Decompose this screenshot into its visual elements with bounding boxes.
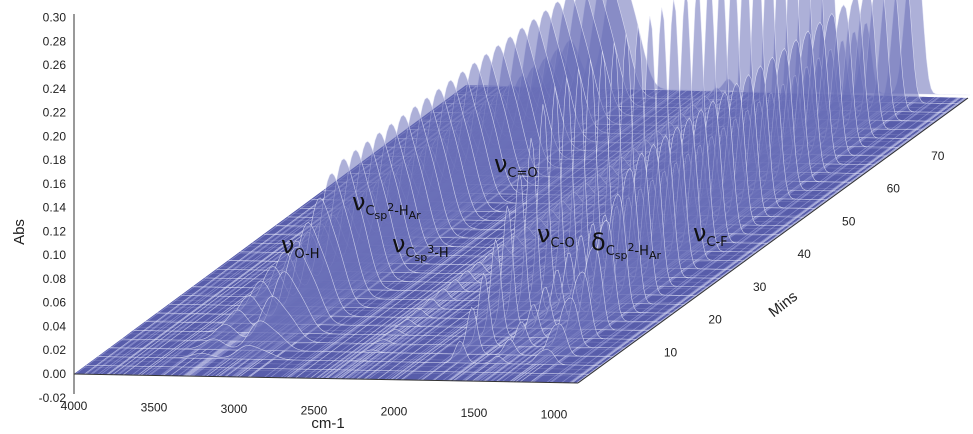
surface-streak bbox=[553, 94, 947, 383]
surface-streak bbox=[543, 94, 937, 383]
wavenumber-tick-label: 4000 bbox=[61, 399, 88, 413]
y-axis-title: Abs bbox=[11, 219, 28, 245]
abs-tick-label: 0.00 bbox=[43, 367, 67, 381]
surface-streak bbox=[542, 94, 935, 383]
time-slice-line bbox=[83, 367, 588, 377]
wavenumber-tick-label: 3500 bbox=[141, 400, 168, 414]
x-axis-title: cm-1 bbox=[311, 415, 344, 432]
wavenumber-tick-label: 2500 bbox=[301, 403, 328, 417]
abs-tick-label: 0.14 bbox=[43, 201, 67, 215]
surface-streak bbox=[573, 94, 966, 383]
spectrum-slice bbox=[85, 365, 590, 375]
surface-streak bbox=[574, 94, 968, 383]
surface-streak bbox=[540, 94, 934, 383]
surface-streak bbox=[536, 93, 929, 383]
surface-streak bbox=[576, 94, 968, 383]
surface-streak bbox=[558, 94, 951, 383]
peak-label: νC-F bbox=[693, 219, 728, 250]
abs-tick-label: 0.18 bbox=[43, 153, 67, 167]
abs-tick-label: 0.24 bbox=[43, 82, 67, 96]
peak-label: νCsp3-H bbox=[392, 230, 449, 264]
peak-annotations: νO-H νCsp2-HAr νCsp3-H νC=O νC-O δCsp2-HAr νC-… bbox=[281, 150, 728, 264]
peak-label: νC-O bbox=[537, 220, 575, 251]
abs-tick-label: 0.20 bbox=[43, 129, 67, 143]
spectrum-slice bbox=[121, 272, 626, 349]
surface-streak bbox=[270, 89, 663, 378]
surface-streak bbox=[539, 93, 932, 383]
wavenumber-tick-label: 1500 bbox=[461, 406, 488, 420]
peak-label: δCsp2-HAr bbox=[591, 228, 661, 262]
time-slice-line bbox=[92, 360, 597, 370]
abs-tick-label: 0.22 bbox=[43, 106, 67, 120]
spectrum-slice bbox=[97, 340, 602, 366]
abs-tick-label: 0.04 bbox=[43, 319, 67, 333]
surface-streak bbox=[555, 94, 948, 383]
abs-tick-label: 0.12 bbox=[43, 224, 67, 238]
wavenumber-tick-label: 2000 bbox=[381, 405, 408, 419]
time-tick-label: 70 bbox=[931, 149, 945, 163]
z-axis-title: Mins bbox=[766, 288, 801, 321]
surface-streak bbox=[545, 94, 938, 383]
surface-streak bbox=[551, 94, 944, 383]
peak-label: νC=O bbox=[494, 150, 538, 181]
surface-streak bbox=[571, 94, 965, 383]
time-tick-label: 10 bbox=[664, 345, 678, 359]
wavenumber-tick-label: 3000 bbox=[221, 402, 248, 416]
time-slice-line bbox=[101, 353, 606, 364]
wavenumber-tick-labels: 4000 3500 3000 2500 2000 1500 1000 bbox=[61, 399, 568, 422]
abs-tick-label: 0.10 bbox=[43, 248, 67, 262]
surface-streak bbox=[549, 94, 942, 383]
surface-streak bbox=[537, 93, 931, 383]
time-tick-label: 20 bbox=[708, 313, 722, 327]
axes bbox=[73, 14, 969, 394]
surface-streak bbox=[552, 94, 945, 383]
time-tick-label: 50 bbox=[842, 214, 856, 228]
peak-label: νO-H bbox=[281, 231, 319, 262]
depth-axis-line bbox=[577, 97, 969, 384]
abs-tick-label: 0.08 bbox=[43, 272, 67, 286]
time-tick-label: 30 bbox=[753, 280, 767, 294]
surface-streak bbox=[568, 94, 962, 383]
abs-tick-label: 0.26 bbox=[43, 58, 67, 72]
abs-tick-label: 0.02 bbox=[43, 343, 67, 357]
time-tick-label: 40 bbox=[798, 247, 812, 261]
surface-streak bbox=[534, 93, 928, 383]
abs-tick-labels: -0.02 0.00 0.02 0.04 0.06 0.08 0.10 0.12 0.14 0.1… bbox=[39, 11, 67, 405]
wavenumber-tick-label: 1000 bbox=[541, 408, 568, 422]
surface-streak bbox=[546, 94, 940, 383]
spectrum-slice bbox=[109, 306, 614, 358]
surface-streak bbox=[548, 94, 941, 383]
surface-streak bbox=[562, 94, 956, 383]
time-slice-line bbox=[119, 340, 624, 350]
surface-streak bbox=[570, 94, 963, 383]
abs-tick-label: 0.16 bbox=[43, 177, 67, 191]
abs-tick-label: -0.02 bbox=[39, 391, 67, 405]
time-tick-label: 60 bbox=[887, 182, 901, 196]
surface-streak bbox=[565, 94, 959, 383]
absorbance-peaks bbox=[73, 0, 971, 384]
abs-tick-label: 0.28 bbox=[43, 34, 67, 48]
x-axis-line bbox=[73, 373, 579, 384]
surface-streak bbox=[567, 94, 960, 383]
time-tick-labels: 1020304050607080 bbox=[664, 149, 945, 359]
abs-tick-label: 0.30 bbox=[43, 11, 67, 25]
surface-streak bbox=[556, 94, 950, 383]
peak-label: νCsp2-HAr bbox=[352, 188, 421, 222]
surface-streak bbox=[559, 94, 953, 383]
surface-streak bbox=[564, 94, 957, 383]
abs-tick-label: 0.06 bbox=[43, 296, 67, 310]
surface-streak bbox=[561, 94, 954, 383]
